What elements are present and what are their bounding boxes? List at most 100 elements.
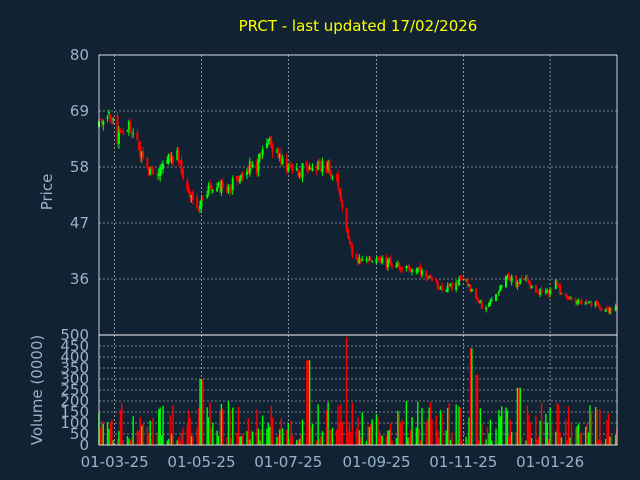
- chart-title: PRCT - last updated 17/02/2026: [239, 17, 478, 35]
- candle-body: [130, 131, 133, 133]
- volume-bar: [528, 414, 530, 445]
- candle-body: [160, 167, 163, 169]
- volume-bar: [99, 427, 102, 445]
- candle-body: [519, 279, 522, 284]
- volume-bar: [559, 432, 561, 445]
- candle-body: [261, 149, 264, 155]
- candle-body: [438, 288, 441, 290]
- candle-body: [608, 308, 611, 314]
- volume-bar: [310, 427, 312, 445]
- candle-body: [584, 302, 587, 305]
- candle-body: [500, 285, 503, 287]
- volume-bar: [441, 413, 443, 445]
- price-y-tick-label: 80: [70, 46, 89, 64]
- candle-body: [516, 282, 519, 287]
- candle-body: [100, 119, 103, 123]
- candle-body: [446, 285, 449, 292]
- candle-body: [530, 285, 533, 289]
- candle-body: [598, 307, 601, 310]
- candle-body: [257, 159, 260, 172]
- candle-body: [255, 162, 258, 174]
- candle-body: [385, 257, 388, 267]
- volume-y-tick-label: 50: [70, 425, 89, 443]
- volume-bar: [468, 417, 470, 445]
- volume-bar: [219, 410, 221, 445]
- volume-bar: [557, 404, 560, 445]
- volume-bar: [301, 419, 304, 445]
- volume-bar: [320, 436, 322, 445]
- candle-body: [338, 189, 341, 194]
- candle-body: [597, 304, 600, 307]
- candle-body: [236, 175, 239, 180]
- volume-bar: [351, 402, 354, 445]
- candle-body: [564, 294, 567, 296]
- candle-body: [499, 285, 502, 292]
- candle-body: [325, 163, 328, 172]
- volume-bar: [101, 420, 103, 445]
- volume-bar: [446, 407, 449, 445]
- candle-body: [317, 161, 320, 170]
- candle-body: [126, 130, 129, 132]
- candle-body: [210, 185, 213, 191]
- volume-bar: [298, 438, 301, 445]
- candle-body: [351, 246, 354, 255]
- volume-bar: [580, 432, 583, 445]
- volume-bar: [495, 428, 497, 445]
- candle-body: [359, 258, 362, 260]
- volume-bar: [584, 426, 587, 445]
- volume-bar: [459, 407, 462, 445]
- candle-body: [240, 175, 243, 179]
- volume-bar: [308, 360, 311, 445]
- candle-body: [270, 136, 273, 148]
- candle-body: [117, 131, 120, 144]
- volume-bar: [576, 426, 578, 445]
- volume-bar: [417, 401, 419, 445]
- volume-bar: [398, 413, 400, 445]
- candle-body: [559, 284, 562, 294]
- volume-bar: [614, 435, 617, 445]
- candle-body: [398, 262, 401, 269]
- candle-body: [579, 300, 581, 302]
- candle-body: [237, 178, 240, 182]
- candle-body: [577, 300, 580, 303]
- volume-bar: [555, 431, 557, 445]
- volume-bar: [491, 440, 493, 445]
- candle-body: [486, 307, 489, 309]
- candle-body: [395, 265, 398, 268]
- x-tick-label: 01-03-25: [81, 453, 149, 471]
- volume-bar: [496, 440, 499, 445]
- price-y-tick-label: 47: [70, 214, 89, 232]
- volume-bar: [261, 415, 264, 445]
- volume-bar: [237, 406, 240, 445]
- volume-bar: [249, 439, 251, 445]
- volume-bar: [168, 439, 170, 445]
- volume-bar: [189, 417, 191, 445]
- candle-body: [250, 162, 253, 168]
- candle-body: [265, 143, 268, 148]
- volume-bar: [429, 402, 432, 445]
- volume-bar: [469, 348, 472, 445]
- volume-bar: [385, 435, 388, 445]
- volume-bar: [586, 423, 588, 445]
- volume-bar: [465, 436, 467, 445]
- price-axis-label: Price: [38, 174, 56, 211]
- candle-body: [218, 184, 221, 192]
- volume-bar: [361, 412, 363, 445]
- candle-body: [544, 290, 547, 293]
- candle-body: [549, 289, 552, 295]
- candle-body: [550, 289, 553, 291]
- volume-bar: [176, 440, 178, 445]
- candle-body: [275, 151, 278, 153]
- candle-body: [287, 165, 290, 172]
- candle-body: [514, 275, 517, 286]
- volume-bar: [508, 435, 510, 445]
- volume-bar: [607, 413, 610, 445]
- candle-body: [349, 242, 352, 245]
- volume-bar: [370, 423, 372, 445]
- volume-bar: [380, 435, 382, 445]
- volume-bar: [340, 403, 342, 445]
- candle-body: [418, 267, 421, 269]
- x-tick-label: 01-05-25: [167, 453, 235, 471]
- volume-bar: [152, 417, 154, 445]
- candle-body: [416, 268, 419, 273]
